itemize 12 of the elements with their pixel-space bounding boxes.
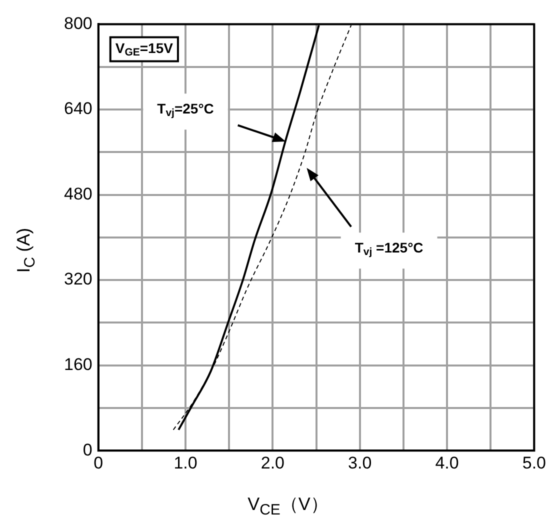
x-axis-title: V$_{CE}$（V）: [248, 493, 328, 519]
y-tick-label: 800: [64, 14, 92, 33]
y-tick-label: 160: [64, 355, 92, 374]
x-tick-label: 3.0: [348, 453, 372, 472]
x-tick-label: 4.0: [435, 453, 459, 472]
x-tick-label: 5.0: [522, 453, 546, 472]
x-tick-label: 2.0: [260, 453, 285, 472]
y-tick-label: 480: [64, 184, 92, 204]
y-tick-label: 640: [64, 99, 92, 118]
y-tick-label: 0: [82, 440, 92, 460]
y-tick-label: 320: [64, 270, 92, 289]
x-tick-label: 1.0: [174, 453, 198, 472]
